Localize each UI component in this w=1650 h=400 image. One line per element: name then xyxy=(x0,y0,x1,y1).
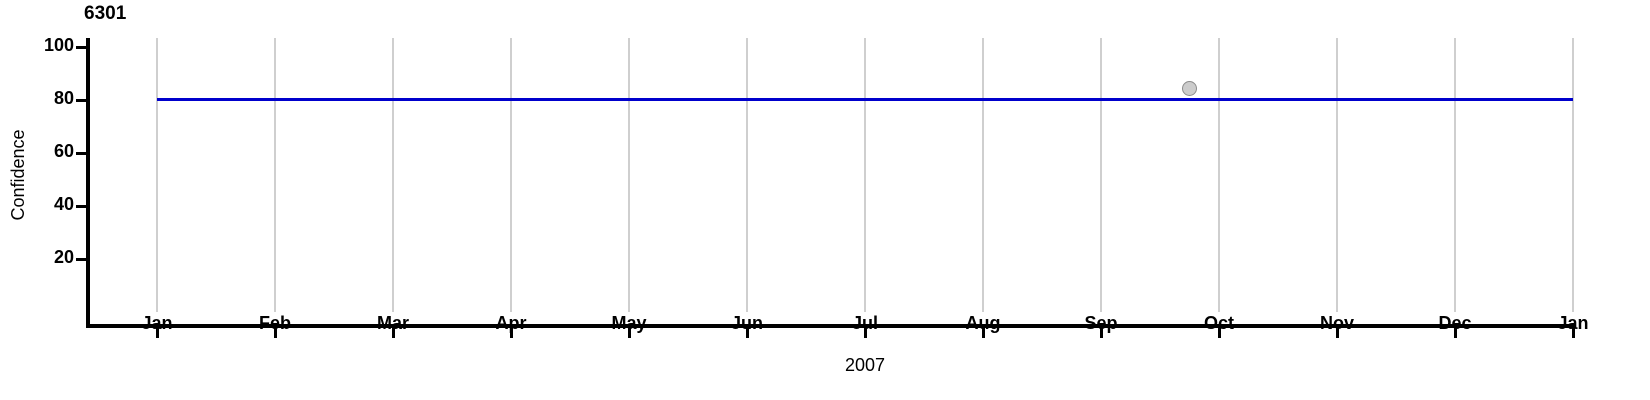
y-axis-tick xyxy=(76,45,88,49)
y-axis-spine xyxy=(86,38,90,328)
x-axis-tick-label: Jun xyxy=(730,313,763,333)
x-axis-tick xyxy=(392,328,395,338)
x-axis-label: 2007 xyxy=(844,355,886,375)
x-axis-tick xyxy=(510,328,513,338)
x-gridline xyxy=(628,38,630,312)
x-axis-tick-label: May xyxy=(611,313,647,333)
x-axis-tick xyxy=(274,328,277,338)
x-gridline xyxy=(864,38,866,312)
x-axis-tick-label: Dec xyxy=(1438,313,1472,333)
y-axis-tick-label: 80 xyxy=(53,87,74,108)
x-gridline xyxy=(392,38,394,312)
x-axis-tick xyxy=(1336,328,1339,338)
x-axis-tick-label: Jan xyxy=(1557,313,1589,333)
x-axis-tick xyxy=(864,328,867,338)
x-axis-tick-label: Feb xyxy=(258,313,291,333)
x-axis-tick-label: Aug xyxy=(965,313,1001,333)
x-gridline xyxy=(1572,38,1574,312)
x-axis-tick xyxy=(1572,328,1575,338)
x-axis-tick xyxy=(982,328,985,338)
x-axis-tick xyxy=(156,328,159,338)
x-gridline xyxy=(510,38,512,312)
x-gridline xyxy=(274,38,276,312)
y-axis-label: Confidence xyxy=(8,129,28,221)
y-axis-tick-label: 60 xyxy=(53,140,74,161)
x-axis-tick xyxy=(1100,328,1103,338)
x-gridline xyxy=(1336,38,1338,312)
x-axis-tick-label: Nov xyxy=(1319,313,1354,333)
x-gridline xyxy=(982,38,984,312)
y-axis-tick xyxy=(76,257,88,261)
y-axis-tick-label: 20 xyxy=(53,246,74,267)
x-axis-tick xyxy=(628,328,631,338)
chart-title: 6301 xyxy=(84,3,127,24)
x-axis-tick-label: Apr xyxy=(495,313,527,333)
x-axis-tick-label: Jul xyxy=(851,313,878,333)
y-axis-tick xyxy=(76,151,88,155)
x-gridline xyxy=(1100,38,1102,312)
x-axis-spine xyxy=(86,324,1576,328)
y-axis-tick-label: 40 xyxy=(53,193,74,214)
x-gridline xyxy=(156,38,158,312)
y-axis-tick-label: 100 xyxy=(43,34,74,55)
x-axis-tick xyxy=(746,328,749,338)
y-axis-tick xyxy=(76,98,88,102)
x-axis-tick xyxy=(1454,328,1457,338)
x-gridline xyxy=(746,38,748,312)
x-axis-tick-label: Sep xyxy=(1084,313,1118,333)
x-axis-tick-label: Oct xyxy=(1203,313,1234,333)
x-gridline xyxy=(1218,38,1220,312)
y-axis-tick xyxy=(76,204,88,208)
x-gridline xyxy=(1454,38,1456,312)
data-point-marker[interactable] xyxy=(1182,81,1197,97)
series-line-confidence-threshold xyxy=(157,98,1573,101)
x-axis-tick-label: Jan xyxy=(141,313,173,333)
x-axis-tick-label: Mar xyxy=(376,313,409,333)
x-axis-tick xyxy=(1218,328,1221,338)
